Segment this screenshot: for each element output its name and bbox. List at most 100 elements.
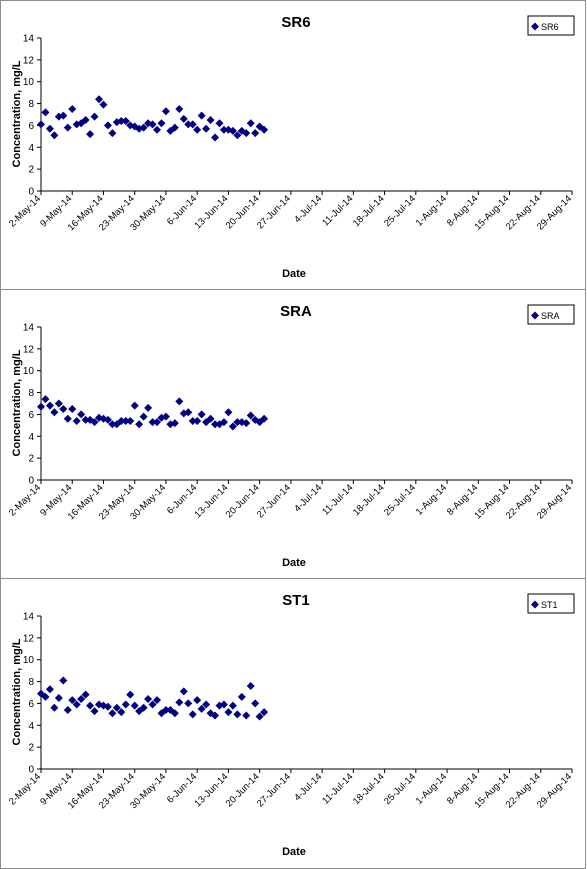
y-tick-label: 0 (28, 765, 34, 776)
data-point (50, 131, 59, 140)
data-point (130, 701, 139, 710)
data-point (246, 119, 255, 128)
legend-box (527, 304, 575, 325)
data-point (63, 123, 72, 132)
data-point (121, 117, 130, 126)
data-point (193, 416, 202, 425)
data-point (153, 418, 162, 427)
data-point (72, 700, 81, 709)
data-point (86, 701, 95, 710)
data-point (175, 698, 184, 707)
y-tick-label: 10 (23, 77, 35, 88)
data-point (103, 121, 112, 130)
y-tick-label: 14 (23, 323, 35, 334)
data-point (242, 419, 251, 428)
chart-svg-0: SR6024681012142-May-149-May-1416-May-142… (7, 14, 575, 280)
x-axis-title: Date (282, 846, 306, 858)
data-point (112, 703, 121, 712)
y-tick-label: 8 (28, 99, 34, 110)
data-point (45, 401, 54, 410)
data-point (237, 692, 246, 701)
data-point (170, 709, 179, 718)
data-point (224, 408, 233, 417)
x-tick-label: 18-Jul-14 (351, 482, 387, 518)
data-point (260, 125, 269, 134)
data-point (45, 685, 54, 694)
data-point (202, 700, 211, 709)
data-point (50, 703, 59, 712)
x-tick-label: 2-May-14 (7, 482, 43, 518)
x-tick-label: 11-Jul-14 (320, 193, 355, 228)
data-point (161, 107, 170, 116)
data-point (246, 411, 255, 420)
data-point (251, 699, 260, 708)
data-point (246, 681, 255, 690)
x-axis-title: Date (282, 557, 306, 569)
data-point (184, 120, 193, 129)
data-point (219, 700, 228, 709)
data-point (86, 130, 95, 139)
legend-box (527, 593, 575, 614)
y-tick-label: 2 (28, 454, 34, 465)
data-point (41, 395, 50, 404)
data-point (179, 114, 188, 123)
data-point (215, 119, 224, 128)
data-point (63, 705, 72, 714)
data-point (197, 410, 206, 419)
y-tick-label: 2 (28, 743, 34, 754)
y-tick-label: 10 (23, 655, 35, 666)
data-point (228, 422, 237, 431)
data-point (184, 699, 193, 708)
y-tick-label: 14 (23, 34, 35, 45)
y-tick-label: 4 (28, 143, 34, 154)
chart-svg-2: ST1024681012142-May-149-May-1416-May-142… (7, 592, 575, 858)
data-point (41, 108, 50, 117)
y-tick-label: 8 (28, 388, 34, 399)
legend-label: SR6 (541, 22, 559, 32)
data-point (81, 115, 90, 124)
data-point (161, 412, 170, 421)
chart-title: ST1 (282, 592, 310, 609)
data-point (215, 701, 224, 710)
data-point (95, 95, 104, 104)
data-point (170, 419, 179, 428)
data-point (68, 105, 77, 114)
data-point (157, 119, 166, 128)
data-point (193, 696, 202, 705)
y-tick-label: 14 (23, 612, 35, 623)
data-point (68, 404, 77, 413)
y-tick-label: 12 (23, 55, 35, 66)
data-point (193, 125, 202, 134)
y-tick-label: 12 (23, 633, 35, 644)
x-tick-label: 1-Aug-14 (414, 193, 449, 228)
data-point (242, 129, 251, 138)
data-point (50, 408, 59, 417)
data-point (206, 414, 215, 423)
data-point (148, 120, 157, 129)
data-point (148, 700, 157, 709)
y-tick-label: 4 (28, 721, 34, 732)
data-point (170, 123, 179, 132)
data-point (121, 416, 130, 425)
data-point (211, 133, 220, 142)
data-point (197, 111, 206, 120)
legend-box (527, 15, 575, 36)
chart-panel-sra: SRA 0 2 4 6 8 10 12 14 2-May-14 9-May-14 16-May-14 2… (0, 289, 586, 579)
data-point (175, 397, 184, 406)
data-point (242, 711, 251, 720)
legend-label: ST1 (541, 600, 558, 610)
y-tick-label: 0 (28, 476, 34, 487)
data-point (233, 131, 242, 140)
data-point (108, 420, 117, 429)
y-tick-label: 0 (28, 187, 34, 198)
data-point (95, 413, 104, 422)
data-point (233, 418, 242, 427)
x-axis-title: Date (282, 268, 306, 280)
data-point (41, 692, 50, 701)
x-tick-label: 18-Jul-14 (351, 771, 387, 807)
data-point (219, 125, 228, 134)
chart-title: SRA (280, 303, 312, 320)
data-point (77, 410, 86, 419)
y-axis-title: Concentration, mg/L (11, 638, 23, 745)
